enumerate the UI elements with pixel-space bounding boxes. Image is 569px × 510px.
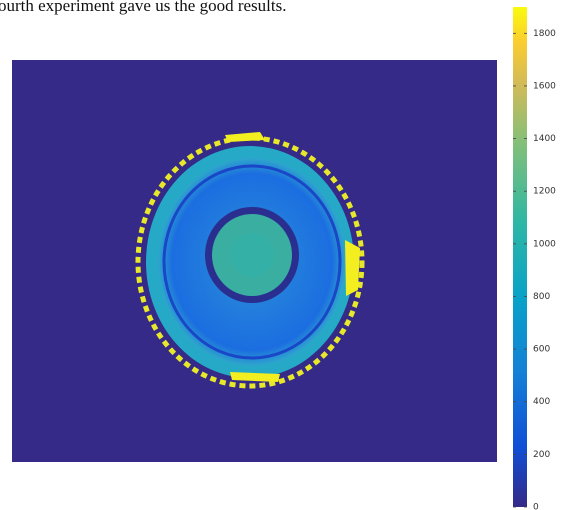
colorbar-tick-label: 1400 xyxy=(533,134,556,144)
heatmap-image xyxy=(12,60,497,462)
colorbar-tick-label: 200 xyxy=(533,450,550,460)
colorbar-tick-label: 1800 xyxy=(533,29,556,39)
colorbar-tick-label: 1200 xyxy=(533,187,556,197)
chart: 0 200 400 600 800 1000 1200 1400 1600 1800 xyxy=(0,0,569,510)
colorbar-tick-label: 0 xyxy=(533,503,539,510)
colorbar-tick-label: 400 xyxy=(533,397,550,407)
colorbar xyxy=(513,7,527,507)
colorbar-tick-label: 800 xyxy=(533,292,550,302)
colorbar-tick-label: 1600 xyxy=(533,81,556,91)
colorbar-tick-label: 1000 xyxy=(533,239,556,249)
page: ourth experiment gave us the good result… xyxy=(0,0,569,510)
colorbar-tick-label: 600 xyxy=(533,345,550,355)
